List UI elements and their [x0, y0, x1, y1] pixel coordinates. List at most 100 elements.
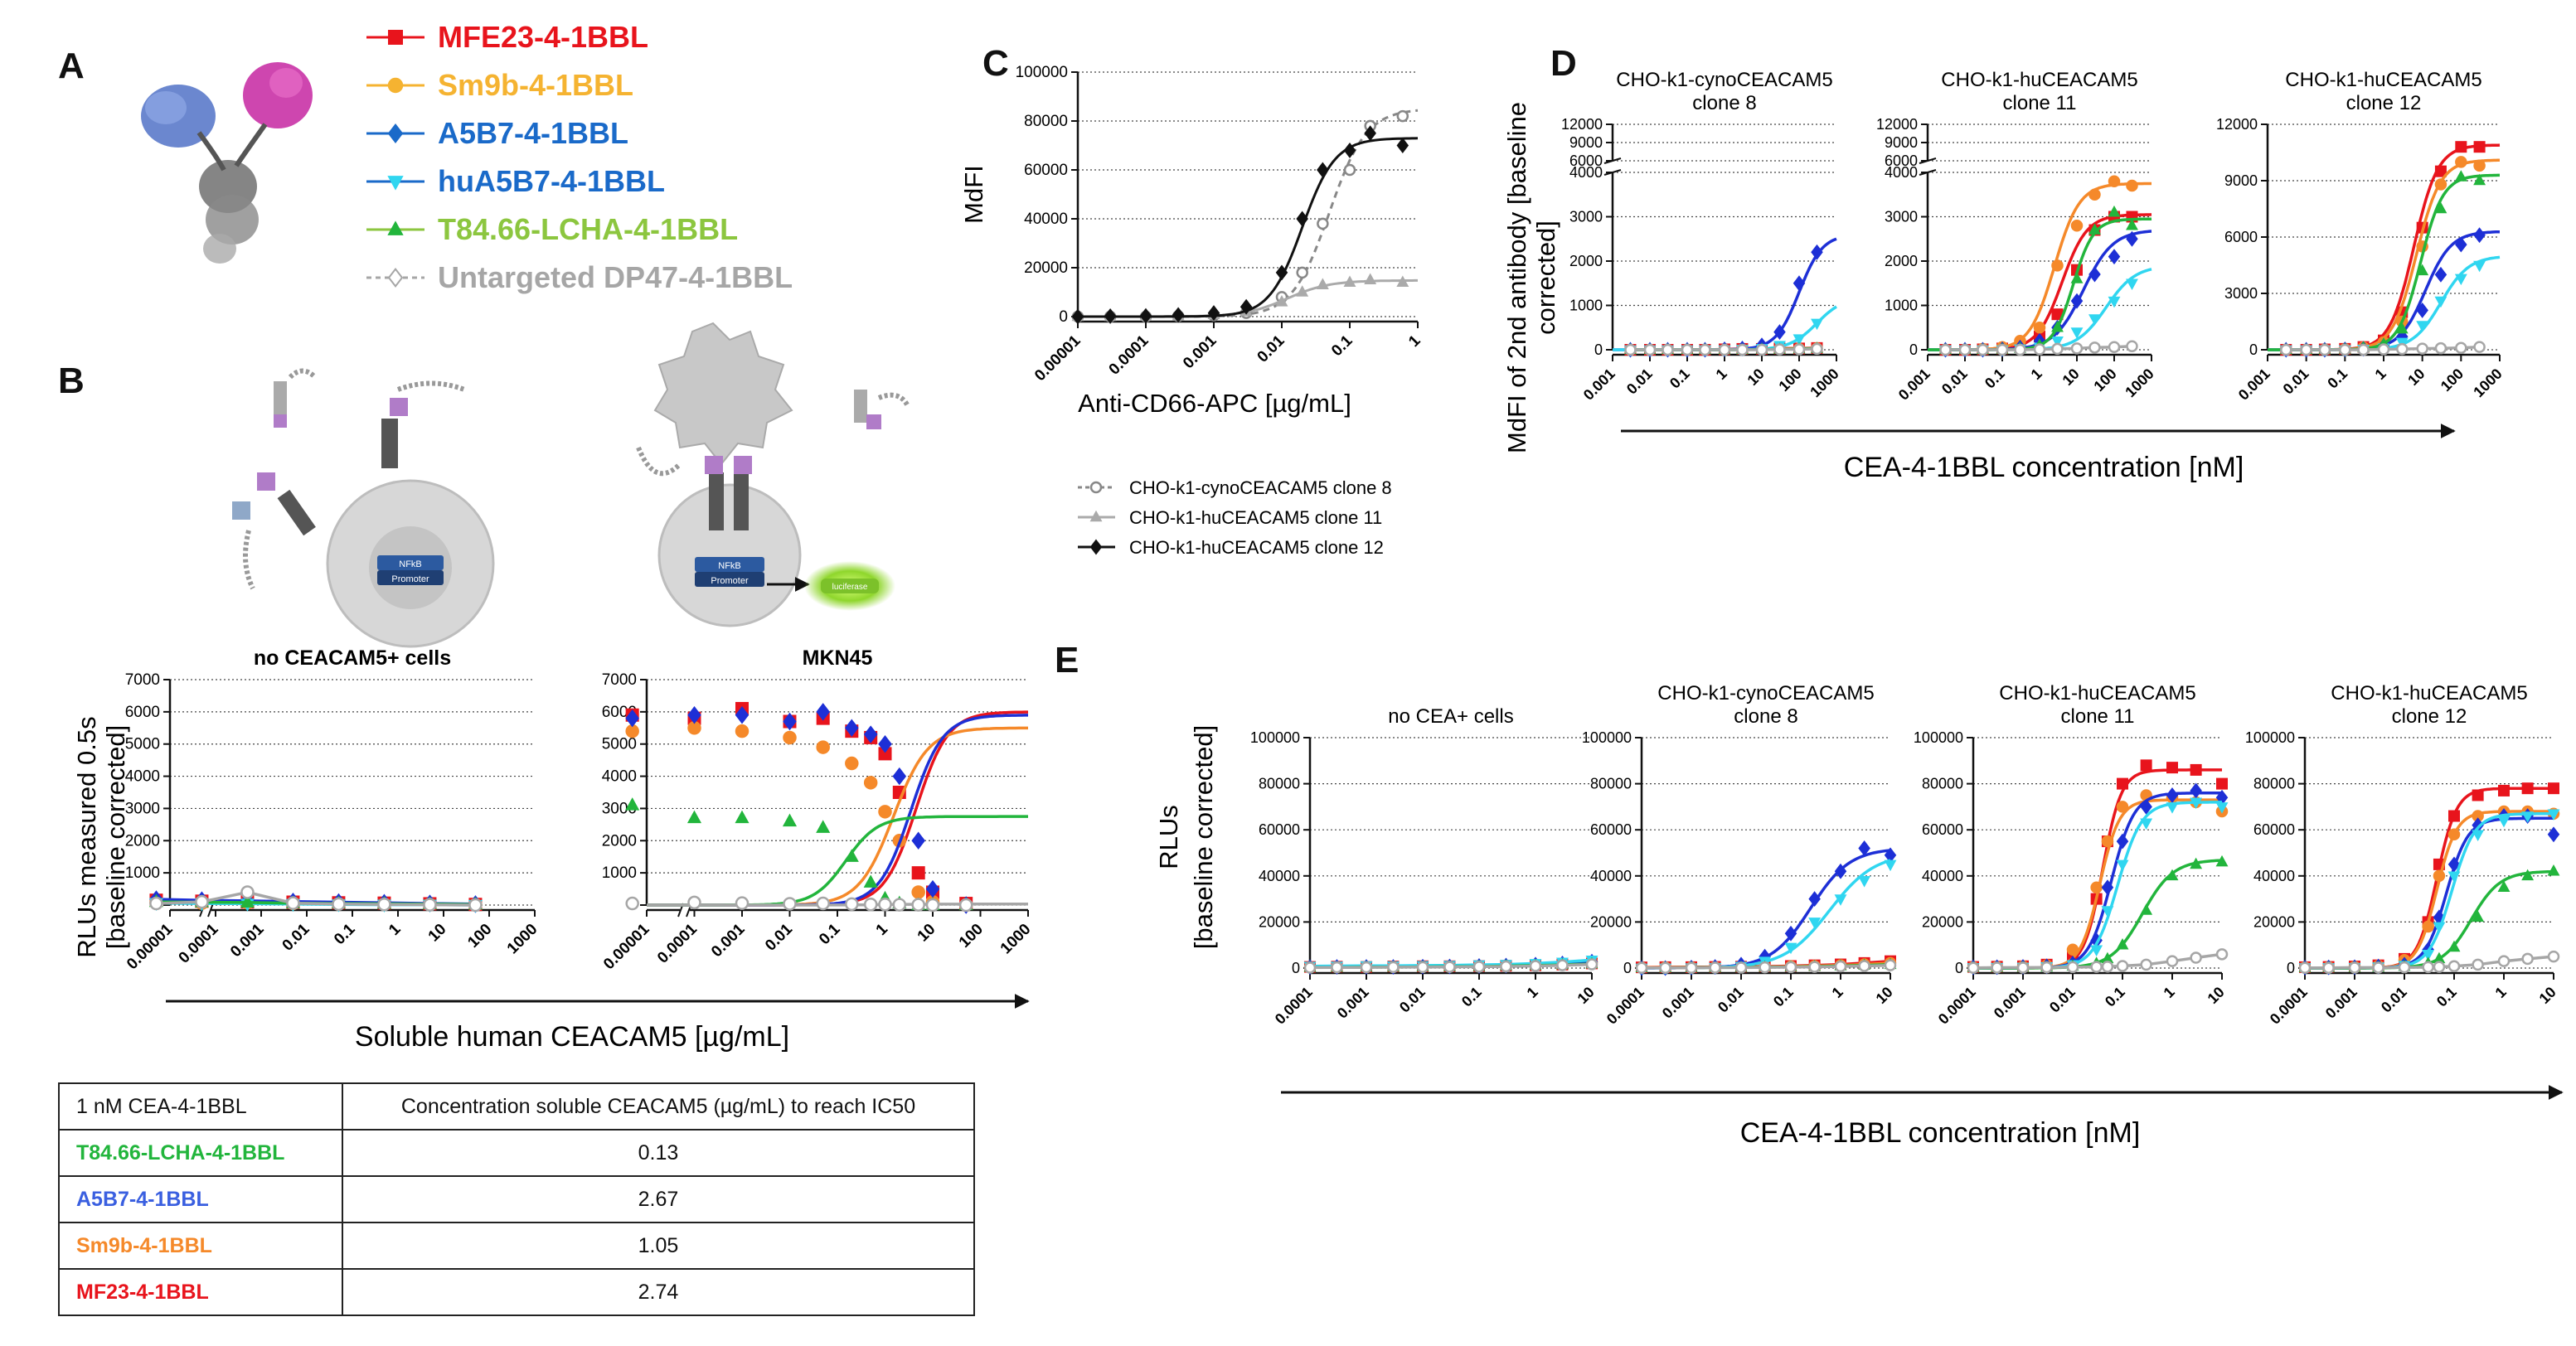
series-line: [2268, 173, 2500, 351]
data-point: [2166, 787, 2179, 803]
y-tick-label: 60000: [1259, 821, 1300, 838]
data-point: [911, 831, 925, 850]
x-tick-label: 0.01: [1938, 366, 1971, 398]
x-tick-label: 0.0001: [1106, 332, 1152, 378]
data-point: [735, 724, 750, 738]
data-point: [1396, 275, 1409, 287]
data-point: [2357, 343, 2370, 356]
data-point: [2395, 322, 2409, 334]
legend-marker: [387, 220, 404, 235]
data-point: [2140, 903, 2153, 915]
legend-marker: [1089, 539, 1103, 555]
series-dp47: [2298, 950, 2560, 974]
data-point: [2088, 223, 2101, 235]
schematic-no-target: NFkB Promoter: [232, 368, 495, 648]
table-row-name: Sm9b-4-1BBL: [58, 1222, 343, 1270]
data-point: [1396, 109, 1409, 123]
data-point: [1939, 343, 1952, 356]
x-tick-label: 0.0001: [1603, 984, 1647, 1028]
data-point: [2447, 940, 2461, 952]
data-point: [2448, 810, 2460, 822]
data-point: [2434, 201, 2447, 214]
y-tick-label: 20000: [2253, 913, 2295, 930]
schematic-promoter-label: Promoter: [391, 574, 429, 584]
y-tick-label: 0: [1955, 960, 1963, 976]
x-axis-label: Anti-CD66-APC [µg/mL]: [1078, 389, 1351, 418]
data-point: [1275, 264, 1288, 281]
legend-label: huA5B7-4-1BBL: [438, 164, 666, 198]
y-tick-label: 12000: [1876, 116, 1918, 133]
panel-letter-e: E: [1055, 640, 1079, 680]
x-tick-label: 1000: [504, 921, 541, 958]
data-point: [1808, 918, 1822, 929]
data-point: [1396, 138, 1409, 153]
chart-title: CHO-k1-huCEACAM5: [2285, 69, 2481, 91]
data-point: [911, 885, 925, 899]
data-point: [2116, 859, 2129, 872]
data-point: [1331, 961, 1343, 974]
x-tick-label: 0.001: [227, 920, 268, 961]
data-point: [1773, 324, 1786, 341]
x-tick-label: 0.01: [279, 920, 313, 954]
x-tick-label: 0.01: [762, 920, 796, 954]
y-tick-label: 80000: [1024, 113, 1068, 130]
x-tick-label: 0.0001: [1935, 984, 1979, 1028]
table-header-row: 1 nM CEA-4-1BBL Concentration soluble CE…: [58, 1082, 975, 1131]
data-point: [2298, 961, 2312, 974]
data-point: [2434, 341, 2447, 355]
y-tick-label: 20000: [1259, 913, 1300, 930]
data-point: [2088, 314, 2101, 326]
data-point: [844, 849, 859, 862]
y-tick-label: 2000: [1569, 253, 1603, 269]
x-tick-label: 0.1: [1328, 332, 1356, 360]
x-tick-label: 0.0001: [1272, 984, 1316, 1028]
data-point: [1759, 961, 1771, 974]
data-point: [1343, 275, 1356, 287]
data-point: [1808, 891, 1821, 908]
series-line: [1078, 137, 1419, 318]
data-point: [2547, 864, 2560, 876]
data-point: [240, 894, 255, 908]
series-t84: [2268, 170, 2500, 355]
data-point: [1884, 959, 1897, 971]
chart-e2: 0 20000 40000 60000 80000 100000 0.0001 0.001 0.…: [1582, 682, 1897, 1028]
schematic-nfkb-label: NFkB: [718, 561, 741, 571]
y-tick-label: 40000: [1024, 211, 1068, 228]
data-point: [2455, 341, 2467, 354]
y-tick-label: 7000: [602, 671, 637, 689]
data-point: [892, 767, 907, 786]
panel-d-ylabel: MdFI of 2nd antibody [baseline corrected…: [1502, 102, 1560, 453]
data-point: [1364, 125, 1376, 142]
data-point: [2455, 141, 2467, 153]
legend-marker-icon: [366, 123, 424, 144]
data-point: [1303, 961, 1317, 974]
x-tick-label: 0.0001: [654, 920, 701, 966]
data-point: [1808, 961, 1821, 973]
data-point: [2116, 801, 2129, 813]
svg-text:RLUs measured 0.5s: RLUs measured 0.5s: [72, 716, 101, 957]
data-point: [2548, 782, 2559, 795]
y-tick-label: 0: [1292, 960, 1300, 976]
x-tick-label: 0.00001: [1031, 332, 1084, 385]
y-tick-label: 4000: [1569, 164, 1603, 181]
chart-d3: 0 3000 6000 9000 12000 0.001 0.01 0.1 1 10 100 1000…: [2216, 69, 2506, 404]
data-point: [845, 756, 859, 771]
table-header-cell: Concentration soluble CEACAM5 (µg/mL) to…: [342, 1082, 975, 1131]
data-point: [2422, 961, 2434, 974]
chart-title: clone 8: [1734, 705, 1797, 728]
x-tick-label: 10: [2059, 366, 2083, 389]
svg-text:[baseline corrected]: [baseline corrected]: [1189, 725, 1218, 950]
x-tick-label: 0.01: [1715, 984, 1747, 1016]
data-point: [2126, 230, 2138, 247]
data-point: [2126, 179, 2138, 192]
data-point: [2070, 219, 2084, 232]
legend-marker: [387, 176, 404, 191]
data-point: [783, 897, 797, 911]
legend-marker-icon: [366, 176, 424, 191]
svg-text:[baseline corrected]: [baseline corrected]: [101, 725, 130, 950]
y-tick-label: 100000: [1582, 729, 1632, 746]
legend-item: CHO-k1-huCEACAM5 clone 12: [1078, 537, 1384, 558]
y-tick-label: 1000: [125, 864, 160, 882]
data-point: [2166, 955, 2179, 967]
chart-title: MKN45: [803, 646, 873, 670]
